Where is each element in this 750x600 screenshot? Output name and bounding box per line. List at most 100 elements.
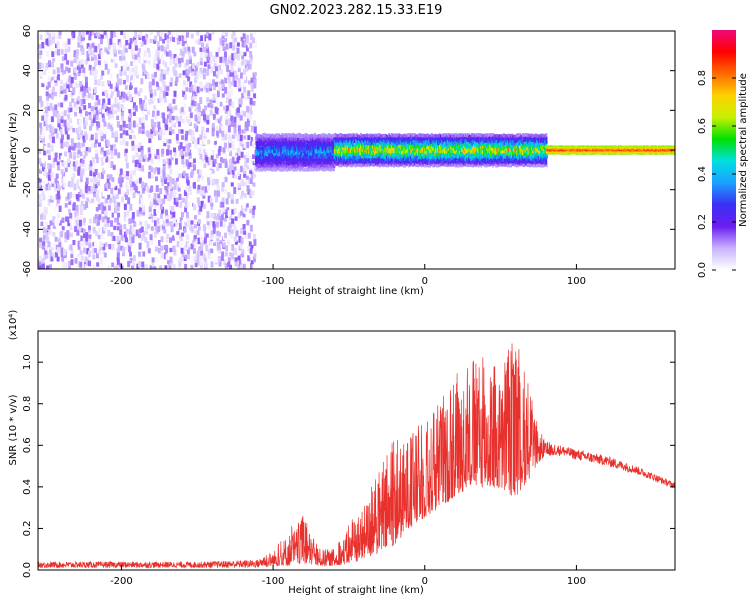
spectrogram-cell <box>418 145 421 150</box>
spectrogram-cell <box>383 136 386 140</box>
spectrogram-cell <box>77 142 81 148</box>
spectrogram-cell <box>113 31 117 38</box>
spectrogram-cell <box>227 147 231 153</box>
spectrogram-cell <box>249 58 253 63</box>
spectrogram-cell <box>461 142 464 146</box>
spectrogram-cell <box>398 140 401 144</box>
spectrogram-cell <box>255 155 258 160</box>
spectrogram-cell <box>174 233 178 238</box>
spectrogram-cell <box>166 233 170 239</box>
spectrogram-cell <box>374 133 377 138</box>
spectrogram-cell <box>386 155 389 160</box>
spectrogram-cell <box>411 153 414 157</box>
spectrogram-cell <box>188 224 192 231</box>
spectrogram-cell <box>131 217 135 224</box>
spectrogram-cell <box>200 55 204 62</box>
spectrogram-cell <box>88 102 92 109</box>
spectrogram-cell <box>120 176 124 183</box>
spectrogram-cell <box>185 130 189 136</box>
spectrogram-cell <box>443 152 446 157</box>
spectrogram-cell <box>103 103 107 109</box>
spectrogram-cell <box>199 236 203 243</box>
spectrogram-cell <box>451 140 454 145</box>
spectrogram-cell <box>120 66 124 72</box>
spectrogram-cell <box>466 157 469 162</box>
spectrogram-cell <box>253 77 257 84</box>
spectrogram-cell <box>128 116 132 123</box>
spectrogram-cell <box>54 152 58 159</box>
spectrogram-cell <box>290 154 293 159</box>
spectrogram-cell <box>57 166 61 171</box>
spectrogram-cell <box>444 133 447 137</box>
spectrogram-cell <box>79 204 83 210</box>
spectrogram-cell <box>55 58 59 64</box>
spectrogram-cell <box>196 230 200 236</box>
spectrogram-cell <box>348 138 351 142</box>
spectrogram-cell <box>191 63 195 69</box>
spectrogram-cell <box>203 113 207 121</box>
spectrogram-cell <box>94 149 98 155</box>
spectrogram-cell <box>145 46 149 52</box>
spectrogram-cell <box>132 120 136 128</box>
spectrogram-cell <box>56 213 60 218</box>
spectrogram-cell <box>116 121 120 128</box>
spectrogram-cell <box>385 159 388 164</box>
spectrogram-cell <box>424 144 427 148</box>
spectrogram-cell <box>168 117 172 123</box>
spectrogram-cell <box>87 106 91 113</box>
spectrogram-cell <box>45 111 49 117</box>
spectrogram-cell <box>175 76 179 83</box>
spectrogram-cell <box>152 214 156 221</box>
spectrogram-cell <box>369 157 372 162</box>
spectrogram-cell <box>83 122 87 130</box>
spectrogram-cell <box>104 47 108 53</box>
spectrogram-cell <box>239 194 243 200</box>
spectrogram-cell <box>197 226 201 231</box>
spectrogram-cell <box>97 179 101 186</box>
spectrogram-cell <box>76 213 80 220</box>
spectrogram-cell <box>114 130 118 138</box>
spectrogram-cell <box>129 38 133 44</box>
spectrogram-cell <box>138 142 142 149</box>
spectrogram-cell <box>155 81 159 87</box>
spectrogram-cell <box>74 225 78 233</box>
spectrogram-cell <box>426 145 429 149</box>
spectrogram-cell <box>75 104 79 111</box>
spectrogram-cell <box>259 146 262 151</box>
spectrogram-cell <box>244 158 248 164</box>
spectrogram-cell <box>263 143 266 148</box>
spectrogram-cell <box>343 151 346 156</box>
spectrogram-cell <box>331 143 334 148</box>
spectrogram-cell <box>232 45 236 51</box>
spectrogram-cell <box>160 69 164 77</box>
spectrogram-cell <box>307 167 310 172</box>
spectrogram-cell <box>183 35 187 41</box>
spectrogram-cell <box>180 150 184 156</box>
spectrogram-cell <box>279 167 282 172</box>
spectrogram-cell <box>90 134 94 140</box>
spectrogram-cell <box>243 192 247 198</box>
spectrogram-cell <box>38 43 42 50</box>
spectrogram-cell <box>404 157 407 161</box>
spectrogram-cell <box>39 185 43 191</box>
spectrogram-cell <box>130 61 134 66</box>
spectrogram-cell <box>417 163 420 167</box>
spectrogram-cell <box>155 176 159 182</box>
spectrogram-cell <box>229 55 233 61</box>
spectrogram-cell <box>218 145 222 152</box>
spectrogram-cell <box>38 168 42 174</box>
spectrogram-cell <box>184 221 188 227</box>
spectrogram-cell <box>208 82 212 89</box>
spectrogram-cell <box>396 163 399 168</box>
spectrogram-cell <box>67 219 71 227</box>
spectrogram-cell <box>201 42 205 48</box>
spectrogram-cell <box>323 164 326 169</box>
spectrogram-cell <box>425 140 428 144</box>
spectrogram-cell <box>149 234 153 241</box>
spectrogram-cell <box>121 50 125 57</box>
spectrogram-cell <box>106 149 110 156</box>
spectrogram-cell <box>252 248 256 254</box>
spectrogram-cell <box>233 236 237 243</box>
spectrogram-cell <box>299 143 302 148</box>
spectrogram-cell <box>117 78 121 85</box>
